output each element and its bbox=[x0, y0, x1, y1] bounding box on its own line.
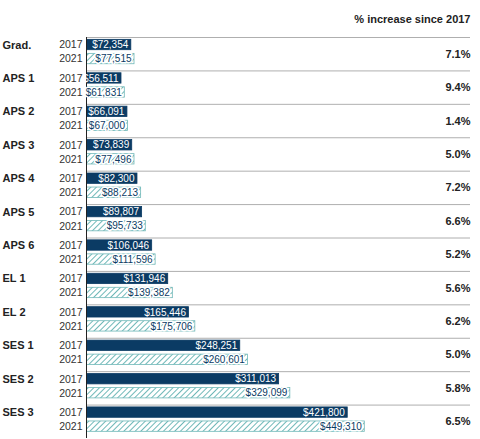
svg-text:6.6%: 6.6% bbox=[445, 215, 470, 227]
svg-text:2017: 2017 bbox=[59, 205, 83, 217]
svg-text:2017: 2017 bbox=[59, 373, 83, 385]
svg-text:2021: 2021 bbox=[59, 286, 83, 298]
svg-text:5.6%: 5.6% bbox=[445, 282, 470, 294]
svg-text:2021: 2021 bbox=[59, 320, 83, 332]
svg-text:2017: 2017 bbox=[59, 105, 83, 117]
svg-text:$106,046: $106,046 bbox=[107, 240, 149, 251]
svg-text:APS 6: APS 6 bbox=[3, 239, 35, 251]
svg-text:2017: 2017 bbox=[59, 306, 83, 318]
svg-text:2017: 2017 bbox=[59, 38, 83, 50]
svg-text:$56,511: $56,511 bbox=[83, 73, 119, 84]
svg-text:SES 2: SES 2 bbox=[3, 373, 34, 385]
svg-text:Grad.: Grad. bbox=[3, 39, 32, 51]
svg-text:5.2%: 5.2% bbox=[445, 248, 470, 260]
svg-text:EL 2: EL 2 bbox=[3, 306, 26, 318]
svg-text:5.0%: 5.0% bbox=[445, 348, 470, 360]
svg-text:$77,496: $77,496 bbox=[95, 154, 132, 165]
svg-text:2021: 2021 bbox=[59, 253, 83, 265]
svg-text:$88,213: $88,213 bbox=[102, 187, 139, 198]
svg-text:$175,706: $175,706 bbox=[151, 321, 193, 332]
svg-text:SES 1: SES 1 bbox=[3, 339, 34, 351]
svg-text:2017: 2017 bbox=[59, 139, 83, 151]
svg-text:$165,446: $165,446 bbox=[144, 307, 186, 318]
svg-text:$421,800: $421,800 bbox=[303, 407, 345, 418]
svg-text:6.5%: 6.5% bbox=[445, 415, 470, 427]
svg-text:APS 4: APS 4 bbox=[3, 172, 36, 184]
svg-text:EL 1: EL 1 bbox=[3, 272, 26, 284]
svg-text:SES 3: SES 3 bbox=[3, 406, 34, 418]
svg-text:APS 3: APS 3 bbox=[3, 139, 35, 151]
svg-text:7.2%: 7.2% bbox=[445, 181, 470, 193]
svg-text:$73,839: $73,839 bbox=[93, 139, 130, 150]
svg-text:2017: 2017 bbox=[59, 406, 83, 418]
svg-text:9.4%: 9.4% bbox=[445, 81, 470, 93]
svg-text:2021: 2021 bbox=[59, 86, 83, 98]
svg-text:2021: 2021 bbox=[59, 186, 83, 198]
svg-text:2021: 2021 bbox=[59, 387, 83, 399]
svg-text:% increase since 2017: % increase since 2017 bbox=[354, 13, 470, 25]
svg-text:5.8%: 5.8% bbox=[445, 382, 470, 394]
svg-text:2021: 2021 bbox=[59, 219, 83, 231]
svg-text:$329,099: $329,099 bbox=[246, 387, 288, 398]
svg-text:$66,091: $66,091 bbox=[88, 106, 125, 117]
svg-text:1.4%: 1.4% bbox=[445, 115, 470, 127]
svg-text:2017: 2017 bbox=[59, 72, 83, 84]
svg-text:APS 1: APS 1 bbox=[3, 72, 35, 84]
svg-text:APS 2: APS 2 bbox=[3, 105, 35, 117]
svg-text:2017: 2017 bbox=[59, 239, 83, 251]
svg-text:$449,310: $449,310 bbox=[320, 421, 362, 432]
svg-text:$72,354: $72,354 bbox=[92, 39, 129, 50]
svg-text:6.2%: 6.2% bbox=[445, 315, 470, 327]
svg-text:2017: 2017 bbox=[59, 339, 83, 351]
svg-text:$260,601: $260,601 bbox=[203, 354, 245, 365]
svg-text:$111,596: $111,596 bbox=[112, 254, 153, 265]
svg-text:2017: 2017 bbox=[59, 172, 83, 184]
svg-text:2021: 2021 bbox=[59, 153, 83, 165]
svg-text:$95,733: $95,733 bbox=[107, 220, 144, 231]
svg-text:2021: 2021 bbox=[59, 420, 83, 432]
svg-text:$311,013: $311,013 bbox=[235, 373, 276, 384]
svg-text:$67,000: $67,000 bbox=[89, 120, 126, 131]
svg-text:5.0%: 5.0% bbox=[445, 148, 470, 160]
svg-text:2021: 2021 bbox=[59, 52, 83, 64]
svg-text:APS 5: APS 5 bbox=[3, 206, 35, 218]
svg-text:7.1%: 7.1% bbox=[445, 48, 470, 60]
svg-text:$131,946: $131,946 bbox=[124, 273, 166, 284]
svg-text:$77,515: $77,515 bbox=[95, 53, 132, 64]
svg-text:$248,251: $248,251 bbox=[196, 340, 238, 351]
svg-text:$89,807: $89,807 bbox=[103, 206, 140, 217]
svg-text:2021: 2021 bbox=[59, 353, 83, 365]
svg-text:$139,382: $139,382 bbox=[128, 287, 170, 298]
svg-text:$82,300: $82,300 bbox=[98, 173, 135, 184]
svg-text:2017: 2017 bbox=[59, 272, 83, 284]
svg-text:2021: 2021 bbox=[59, 119, 83, 131]
svg-text:$61,831: $61,831 bbox=[86, 87, 123, 98]
